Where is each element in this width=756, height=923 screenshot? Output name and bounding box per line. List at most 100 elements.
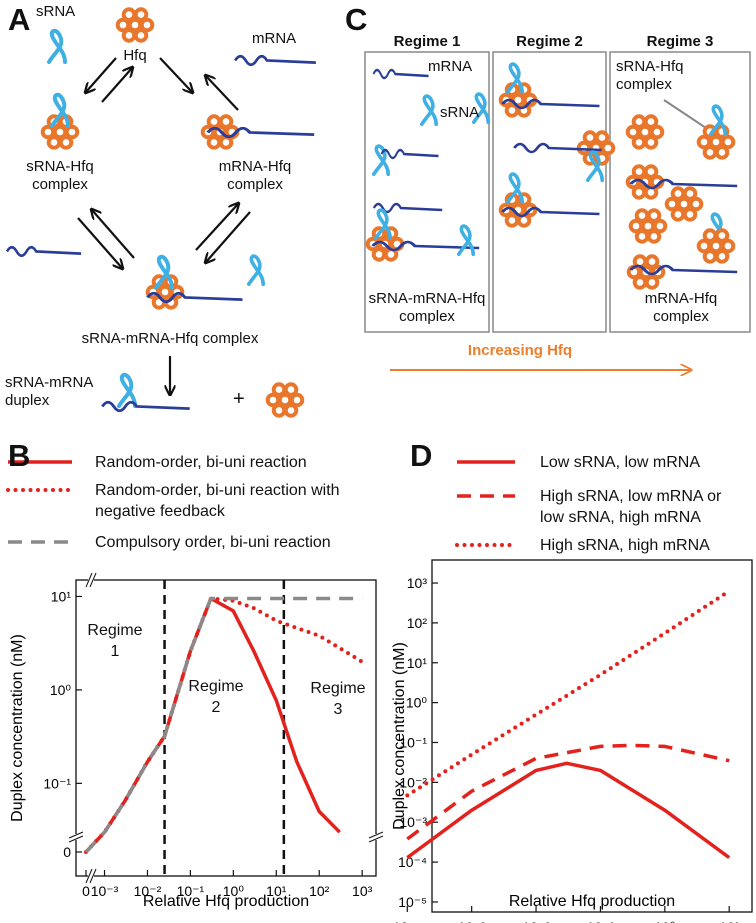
y-tick-label: 10² [407,615,428,631]
y-axis-label: Duplex concentration (nM) [9,634,26,822]
label: mRNA [252,30,297,47]
x-tick-label: 10⁻³ [458,919,486,923]
hfq-icon [625,114,665,150]
legend-label: Low sRNA, low mRNA [540,454,701,471]
legend-label: High sRNA, low mRNA or low sRNA, high mR… [540,488,722,526]
axis-break [85,868,93,884]
arrow-label: Increasing Hfq [467,342,573,359]
y-tick-label: 10⁻⁴ [398,854,427,870]
label: sRNA [36,3,76,20]
panel-c-icons [364,51,751,370]
legend-label: Random-order, bi-uni reaction [95,454,307,471]
x-tick-label: 10⁰ [654,919,676,923]
axis-break [85,572,93,588]
x-tick-label: 10⁻⁴ [393,919,422,923]
axis-break [368,835,384,843]
label: sRNA-Hfq complex [26,158,94,193]
axis-break [89,572,97,588]
y-tick-label: 10⁻⁵ [398,894,427,910]
mrna-icon [100,400,192,413]
axis-break [68,831,84,839]
srna-icon [246,254,266,286]
srna-icon [419,94,439,126]
hfq-icon [696,124,736,160]
label: sRNA-mRNA-Hfq complex [368,290,486,325]
panel-a-icons [5,7,318,418]
x-tick-label: 10² [309,883,330,899]
label: mRNA-Hfq complex [644,290,718,325]
panel-letter: C [345,2,368,37]
hfq-icon [664,186,704,222]
panel-letter: D [410,438,433,473]
label: sRNA-Hfq complex [616,58,684,93]
y-tick-label: 10⁰ [406,695,428,711]
regime-title: Regime 3 [646,33,714,50]
plot-frame [431,559,753,913]
regime-boxes [364,51,751,333]
axis-break [68,835,84,843]
y-axis-label: Duplex concentration (nM) [391,642,408,830]
axis-break [89,868,97,884]
y-tick-label: 10¹ [407,655,428,671]
label: sRNA-mRNA duplex [5,374,93,409]
series-line [406,761,731,860]
regime-label: Regime 2 [188,678,244,716]
mrna-icon [372,68,430,80]
axis-break [88,574,94,586]
mrna-icon [233,54,318,67]
hfq-icon [696,228,736,264]
y-tick-label: 10⁻¹ [43,775,71,791]
label: + [233,388,245,410]
axis-break [370,834,382,840]
axis-break [88,870,94,882]
hfq-icon [628,208,668,244]
regime-label: Regime 1 [87,622,143,660]
x-tick-label: 10⁻¹ [587,919,615,923]
series-line [84,596,363,854]
hfq-icon [265,382,305,418]
pointer-line [663,99,707,129]
label: Hfq [123,47,147,64]
x-axis-label: Relative Hfq production [509,893,675,910]
x-tick-label: 10⁻³ [91,883,119,899]
x-axis-label: Relative Hfq production [143,893,309,910]
label: sRNA-mRNA-Hfq complex [81,330,259,347]
regime-label: Regime 3 [310,680,366,718]
srna-icon [456,224,476,256]
y-tick-label: 10⁻¹ [399,734,427,750]
y-tick-label: 0 [63,844,71,860]
x-tick-label: 10¹ [719,919,740,923]
x-tick-label: 10³ [352,883,373,899]
plot-frame [75,579,377,877]
y-tick-label: 10⁻³ [399,814,427,830]
mrna-icon [5,245,83,258]
regime-title: Regime 2 [516,33,583,50]
series-line [406,743,730,841]
legend-label: Compulsory order, bi-uni reaction [95,534,331,551]
y-tick-label: 10³ [407,575,428,591]
x-tick-label: 10⁻¹ [177,883,205,899]
x-tick-label: 10⁻² [134,883,162,899]
axis-break [368,831,384,839]
label: sRNA [440,104,480,121]
hfq-icon [576,130,616,166]
legend-label: Random-order, bi-uni reaction with negat… [95,482,340,520]
panel-letter: B [8,438,31,473]
label: mRNA-Hfq complex [218,158,292,193]
reaction-arrows [77,57,251,394]
series-line [84,596,365,854]
srna-icon [47,28,67,64]
y-tick-label: 10¹ [51,588,72,604]
panel-letter: A [8,2,31,37]
mrna-icon [380,148,440,160]
hfq-icon [40,114,80,150]
hfq-icon [115,7,155,43]
x-tick-label: 10¹ [266,883,287,899]
x-tick-label: 10⁻² [522,919,550,923]
axis-break [70,834,82,840]
x-tick-label: 0 [82,883,90,899]
x-tick-label: 10⁰ [223,883,245,899]
regime-title: Regime 1 [393,33,461,50]
